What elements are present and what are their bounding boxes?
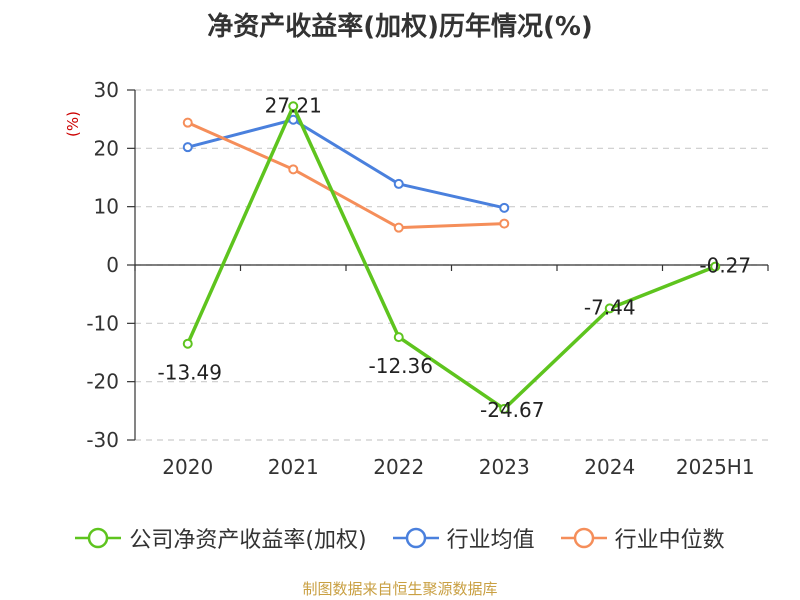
data-point bbox=[710, 261, 721, 272]
data-point bbox=[182, 338, 193, 349]
data-label: -13.49 bbox=[158, 361, 222, 385]
source-note: 制图数据来自恒生聚源数据库 bbox=[302, 580, 498, 598]
series-line bbox=[187, 118, 505, 210]
y-tick-label: -30 bbox=[86, 428, 119, 452]
series-line bbox=[187, 121, 505, 230]
legend-item: 公司净资产收益率(加权) bbox=[75, 522, 367, 554]
data-point bbox=[182, 117, 193, 128]
data-label: 27.21 bbox=[265, 93, 322, 117]
data-label: -7.44 bbox=[584, 295, 636, 319]
y-tick-label: 20 bbox=[94, 136, 119, 160]
x-tick-label: 2021 bbox=[268, 455, 319, 479]
x-tick-label: 2025H1 bbox=[676, 455, 755, 479]
legend-label: 行业中位数 bbox=[614, 528, 725, 553]
line-chart: 30 20 10 0 -10 -20 -30 2020 2021 2022 2023 2024 2025… bbox=[64, 78, 769, 479]
y-tick-label: -10 bbox=[86, 311, 119, 335]
legend-marker-icon bbox=[560, 527, 607, 549]
legend-label: 公司净资产收益率(加权) bbox=[129, 528, 367, 553]
data-point bbox=[182, 142, 193, 153]
x-tick-label: 2022 bbox=[373, 455, 424, 479]
y-tick-label: 30 bbox=[94, 78, 119, 102]
data-label: -0.27 bbox=[699, 254, 751, 278]
data-point bbox=[288, 101, 299, 112]
chart-title: 净资产收益率(加权)历年情况(%) bbox=[207, 12, 593, 42]
legend-marker-icon bbox=[392, 527, 439, 549]
y-tick-label: -20 bbox=[86, 370, 119, 394]
data-label: -24.67 bbox=[480, 398, 544, 422]
x-tick-label: 2024 bbox=[584, 455, 635, 479]
legend: 公司净资产收益率(加权) 行业均值 行业中位数 bbox=[0, 520, 800, 556]
legend-item: 行业均值 bbox=[392, 522, 535, 554]
data-point bbox=[393, 332, 404, 343]
legend-marker-icon bbox=[75, 527, 122, 549]
data-point bbox=[499, 218, 510, 229]
y-tick-label: 10 bbox=[94, 195, 119, 219]
x-tick-label: 2023 bbox=[479, 455, 530, 479]
series-line bbox=[186, 104, 716, 411]
data-point bbox=[288, 164, 299, 175]
y-tick-label: 0 bbox=[106, 253, 119, 277]
data-point bbox=[604, 303, 615, 314]
data-point bbox=[499, 403, 510, 414]
legend-label: 行业均值 bbox=[446, 528, 535, 553]
data-point bbox=[393, 178, 404, 189]
legend-item: 行业中位数 bbox=[560, 522, 725, 554]
y-axis-unit-label: (%) bbox=[64, 111, 82, 137]
data-point bbox=[288, 114, 299, 125]
data-label: -12.36 bbox=[369, 354, 433, 378]
data-point bbox=[499, 202, 510, 213]
x-tick-label: 2020 bbox=[162, 455, 213, 479]
data-point bbox=[393, 222, 404, 233]
